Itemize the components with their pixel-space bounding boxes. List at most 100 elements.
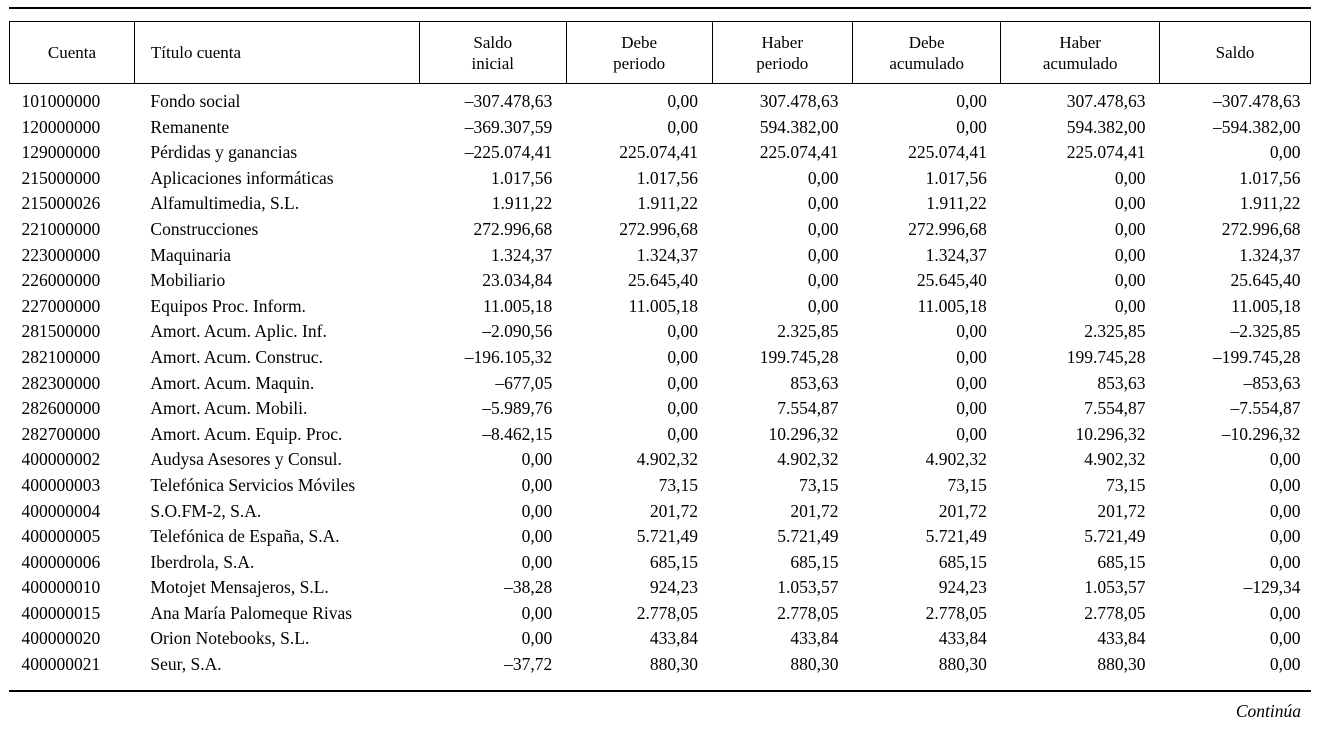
table-row: 281500000 Amort. Acum. Aplic. Inf. –2.090,… bbox=[10, 319, 1311, 345]
debe-periodo-cell: 0,00 bbox=[667, 116, 698, 137]
table-row: 400000005 Telefónica de España, S.A. 0,00 5… bbox=[10, 524, 1311, 550]
debe-acumulado-cell: 0,00 bbox=[956, 91, 987, 111]
debe-periodo-cell: 0,00 bbox=[667, 346, 698, 367]
haber-acumulado-cell: 2.325,85 bbox=[1084, 321, 1146, 342]
debe-periodo-cell: 0,00 bbox=[667, 91, 698, 111]
account-number-cell: 281500000 bbox=[21, 321, 101, 342]
debe-periodo-cell: 433,84 bbox=[649, 628, 698, 649]
debe-acumulado-cell: 1.911,22 bbox=[926, 193, 987, 214]
debe-periodo-cell: 1.017,56 bbox=[636, 167, 698, 188]
saldo-inicial-cell: 0,00 bbox=[521, 551, 553, 572]
account-number-cell: 400000005 bbox=[21, 526, 101, 547]
table-row: 223000000 Maquinaria 1.324,37 1.324,37 0,00 1… bbox=[10, 243, 1311, 269]
haber-periodo-cell: 5.721,49 bbox=[777, 526, 839, 547]
saldo-inicial-cell: 23.034,84 bbox=[482, 270, 553, 291]
debe-periodo-cell: 0,00 bbox=[667, 372, 698, 393]
account-number-cell: 227000000 bbox=[21, 295, 101, 316]
debe-acumulado-cell: 0,00 bbox=[956, 372, 987, 393]
haber-periodo-cell: 2.325,85 bbox=[777, 321, 839, 342]
saldo-inicial-cell: –5.989,76 bbox=[482, 398, 553, 419]
saldo-inicial-cell: –8.462,15 bbox=[482, 423, 553, 444]
debe-acumulado-cell: 880,30 bbox=[938, 654, 987, 675]
saldo-cell: –853,63 bbox=[1243, 372, 1301, 393]
column-header-haber-acumulado: Haber acumulado bbox=[1000, 21, 1161, 84]
haber-periodo-cell: 0,00 bbox=[807, 295, 839, 316]
column-header-debe-acumulado: Debe acumulado bbox=[851, 21, 1002, 84]
haber-acumulado-cell: 201,72 bbox=[1097, 500, 1146, 521]
account-title-cell: Orion Notebooks, S.L. bbox=[150, 628, 310, 649]
saldo-cell: 11.005,18 bbox=[1231, 295, 1301, 316]
account-number-cell: 400000004 bbox=[21, 500, 101, 521]
column-header-haber-periodo: Haber periodo bbox=[711, 21, 853, 84]
saldo-cell: 1.017,56 bbox=[1239, 167, 1301, 188]
haber-acumulado-cell: 73,15 bbox=[1106, 474, 1146, 495]
saldo-cell: 0,00 bbox=[1269, 551, 1301, 572]
haber-periodo-cell: 1.053,57 bbox=[777, 577, 839, 598]
saldo-inicial-cell: –677,05 bbox=[495, 372, 553, 393]
account-number-cell: 282100000 bbox=[21, 346, 101, 367]
saldo-cell: –7.554,87 bbox=[1230, 398, 1301, 419]
haber-acumulado-cell: 4.902,32 bbox=[1084, 449, 1146, 470]
table-row: 221000000 Construcciones 272.996,68 272.996… bbox=[10, 217, 1311, 243]
debe-acumulado-cell: 225.074,41 bbox=[908, 142, 987, 163]
account-number-cell: 223000000 bbox=[21, 244, 101, 265]
debe-acumulado-cell: 201,72 bbox=[938, 500, 987, 521]
saldo-inicial-cell: 11.005,18 bbox=[482, 295, 553, 316]
haber-periodo-cell: 685,15 bbox=[790, 551, 839, 572]
haber-acumulado-cell: 5.721,49 bbox=[1084, 526, 1146, 547]
table-row: 282600000 Amort. Acum. Mobili. –5.989,76 0,… bbox=[10, 396, 1311, 422]
trial-balance-table: Cuenta Título cuenta Saldo inicial Debe … bbox=[9, 21, 1311, 678]
haber-periodo-cell: 853,63 bbox=[790, 372, 839, 393]
saldo-cell: 0,00 bbox=[1269, 654, 1301, 675]
account-number-cell: 400000010 bbox=[21, 577, 101, 598]
table-row: 282700000 Amort. Acum. Equip. Proc. –8.462… bbox=[10, 422, 1311, 448]
account-title-cell: Amort. Acum. Maquin. bbox=[150, 372, 315, 393]
haber-periodo-cell: 201,72 bbox=[790, 500, 839, 521]
haber-periodo-cell: 307.478,63 bbox=[759, 91, 839, 111]
account-number-cell: 120000000 bbox=[21, 116, 101, 137]
debe-acumulado-cell: 4.902,32 bbox=[925, 449, 987, 470]
table-body: 101000000 Fondo social –307.478,63 0,00 307.… bbox=[10, 84, 1311, 678]
saldo-inicial-cell: –369.307,59 bbox=[464, 116, 553, 137]
debe-acumulado-cell: 2.778,05 bbox=[925, 602, 987, 623]
debe-periodo-cell: 73,15 bbox=[658, 474, 698, 495]
debe-acumulado-cell: 0,00 bbox=[956, 346, 987, 367]
debe-acumulado-cell: 0,00 bbox=[956, 423, 987, 444]
table-row: 400000003 Telefónica Servicios Móviles 0,0… bbox=[10, 473, 1311, 499]
saldo-inicial-cell: –307.478,63 bbox=[464, 91, 553, 111]
account-number-cell: 282700000 bbox=[21, 423, 101, 444]
saldo-cell: –2.325,85 bbox=[1230, 321, 1301, 342]
debe-acumulado-cell: 0,00 bbox=[956, 321, 987, 342]
table-row: 400000002 Audysa Asesores y Consul. 0,00 4.… bbox=[10, 447, 1311, 473]
table-row: 400000004 S.O.FM-2, S.A. 0,00 201,72 201,72 2… bbox=[10, 499, 1311, 525]
account-number-cell: 282600000 bbox=[21, 398, 101, 419]
saldo-inicial-cell: –37,72 bbox=[504, 654, 553, 675]
account-number-cell: 400000003 bbox=[21, 474, 101, 495]
haber-acumulado-cell: 10.296,32 bbox=[1075, 423, 1146, 444]
debe-periodo-cell: 924,23 bbox=[649, 577, 698, 598]
debe-periodo-cell: 4.902,32 bbox=[636, 449, 698, 470]
haber-periodo-cell: 2.778,05 bbox=[777, 602, 839, 623]
table-header: Cuenta Título cuenta Saldo inicial Debe … bbox=[9, 21, 1311, 84]
column-header-cuenta: Cuenta bbox=[9, 21, 135, 84]
haber-periodo-cell: 0,00 bbox=[807, 270, 839, 291]
saldo-inicial-cell: 0,00 bbox=[521, 474, 553, 495]
saldo-inicial-cell: 0,00 bbox=[521, 602, 553, 623]
haber-periodo-cell: 10.296,32 bbox=[768, 423, 839, 444]
debe-periodo-cell: 880,30 bbox=[649, 654, 698, 675]
haber-acumulado-cell: 0,00 bbox=[1114, 167, 1146, 188]
account-number-cell: 221000000 bbox=[21, 218, 101, 239]
saldo-inicial-cell: –196.105,32 bbox=[464, 346, 553, 367]
account-title-cell: Amort. Acum. Aplic. Inf. bbox=[150, 321, 327, 342]
haber-acumulado-cell: 307.478,63 bbox=[1066, 91, 1146, 111]
debe-periodo-cell: 5.721,49 bbox=[636, 526, 698, 547]
saldo-inicial-cell: 1.911,22 bbox=[491, 193, 553, 214]
haber-acumulado-cell: 0,00 bbox=[1114, 244, 1146, 265]
saldo-cell: 0,00 bbox=[1269, 628, 1301, 649]
saldo-cell: –199.745,28 bbox=[1213, 346, 1301, 367]
account-number-cell: 400000006 bbox=[21, 551, 101, 572]
saldo-inicial-cell: 0,00 bbox=[521, 526, 553, 547]
saldo-cell: –129,34 bbox=[1243, 577, 1301, 598]
saldo-inicial-cell: 272.996,68 bbox=[473, 218, 553, 239]
